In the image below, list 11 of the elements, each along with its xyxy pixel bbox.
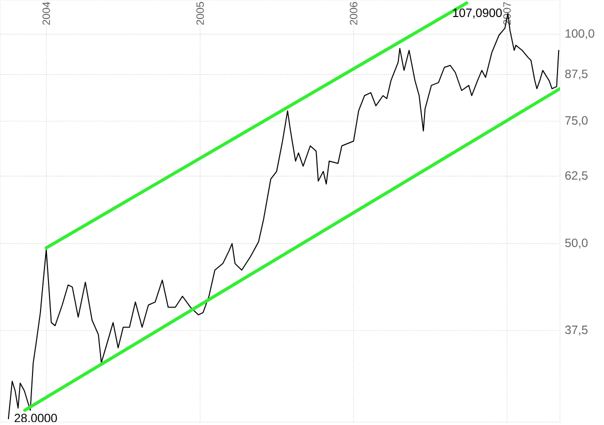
- x-tick-label: 2005: [196, 2, 204, 25]
- y-tick-label: 37,5: [565, 326, 588, 336]
- x-tick-label: 2004: [42, 2, 50, 25]
- y-tick-label: 87,5: [565, 70, 588, 80]
- y-tick-label: 75,0: [565, 116, 588, 126]
- y-tick-label: 62,5: [565, 171, 588, 182]
- x-tick-label: 2006: [350, 2, 358, 25]
- annotation: 107,0900: [453, 8, 502, 18]
- y-tick-label: 50,0: [565, 238, 588, 249]
- y-tick-label: 100,0: [566, 29, 594, 40]
- annotation: 28,0000: [14, 414, 57, 424]
